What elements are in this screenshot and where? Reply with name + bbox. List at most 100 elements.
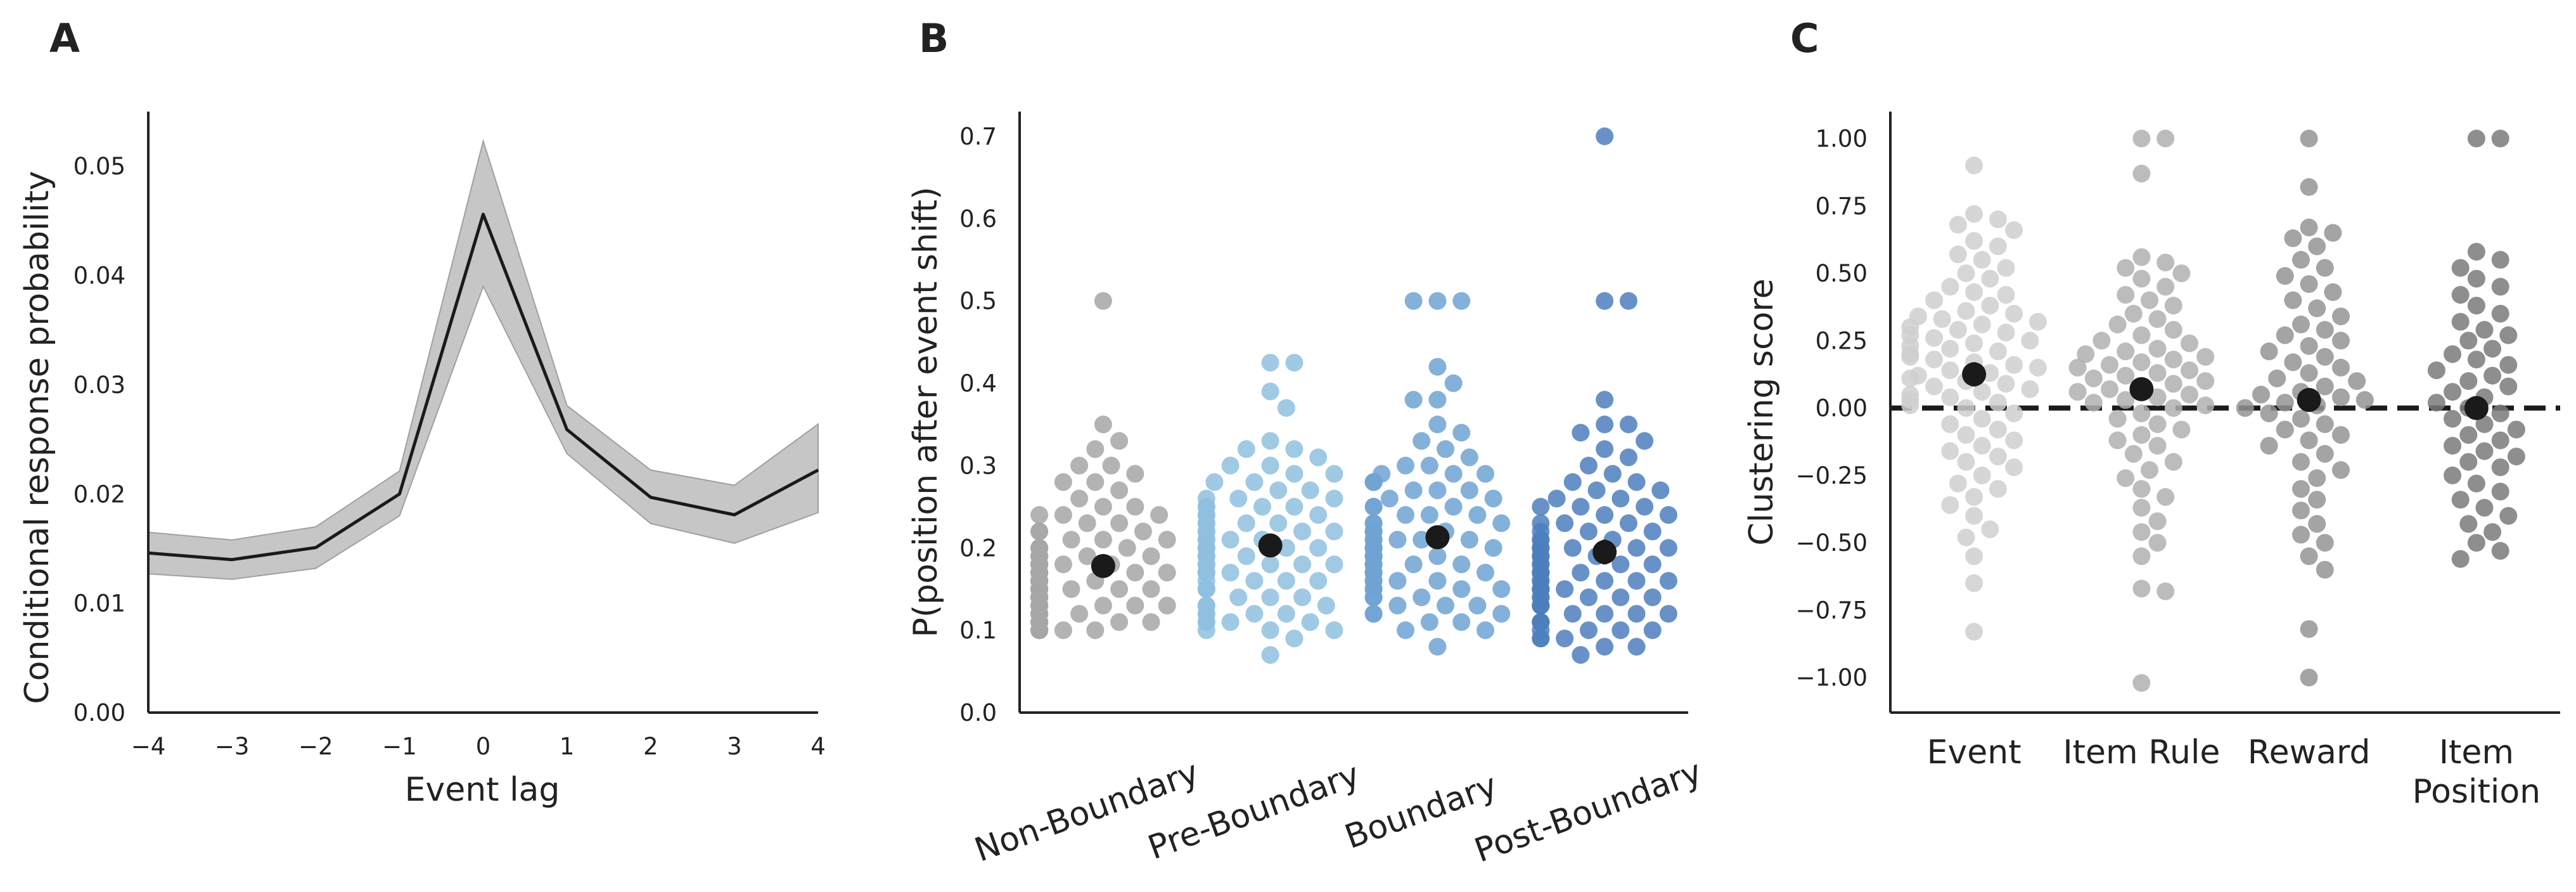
data-point (1619, 415, 1637, 434)
data-point (1596, 506, 1614, 524)
data-point (2132, 269, 2151, 288)
data-point (1237, 514, 1255, 533)
data-point (1452, 555, 1471, 574)
data-point (1404, 292, 1423, 310)
data-point (1158, 531, 1176, 549)
data-point (2276, 267, 2294, 285)
data-point (2316, 560, 2334, 579)
data-point (1596, 440, 1614, 458)
data-point (1579, 456, 1598, 475)
data-point (1989, 448, 2007, 466)
data-point (2196, 347, 2215, 366)
data-point (1070, 605, 1089, 623)
data-point (2499, 356, 2518, 374)
data-point (2300, 431, 2318, 449)
panel-c-letter: C (1790, 15, 1819, 61)
data-point (2117, 469, 2135, 488)
data-point (2483, 366, 2502, 385)
data-point (1277, 399, 1295, 417)
data-point (1468, 506, 1487, 524)
data-point (1110, 481, 1129, 500)
data-point (2467, 129, 2485, 148)
data-point (2276, 394, 2294, 412)
data-point (1901, 347, 1919, 366)
data-point (2148, 340, 2167, 358)
data-point (2483, 340, 2502, 358)
data-point (1437, 597, 1454, 615)
data-point (1428, 638, 1447, 656)
data-point (1965, 574, 1983, 592)
y-tick-label: 0.75 (1816, 193, 1868, 220)
data-point (1086, 621, 1105, 640)
data-point (2348, 372, 2366, 391)
data-point (1477, 621, 1494, 640)
data-point (1659, 506, 1677, 524)
data-point (2260, 342, 2278, 361)
data-point (1957, 528, 1975, 546)
data-point (1619, 292, 1637, 310)
y-tick-label: −0.50 (1796, 529, 1868, 557)
panel-a-y-axis-label: Conditional response probability (18, 171, 56, 704)
data-point (1221, 613, 1240, 631)
data-point (1054, 473, 1072, 491)
data-point (2332, 307, 2350, 326)
data-point (1158, 597, 1176, 615)
data-point (1062, 580, 1080, 598)
data-point (2132, 426, 2151, 444)
data-point (2324, 224, 2342, 242)
data-point (2332, 358, 2350, 377)
data-point (1118, 539, 1136, 557)
data-point (1070, 489, 1089, 508)
data-point (1612, 588, 1630, 607)
y-tick-label: 0.6 (959, 205, 997, 233)
data-point (1150, 506, 1169, 524)
data-point (2451, 286, 2470, 304)
data-point (2499, 377, 2518, 396)
data-point (1317, 597, 1335, 615)
data-point (1237, 440, 1255, 458)
data-point (2164, 321, 2182, 339)
data-point (2124, 444, 2143, 463)
y-tick-label: 0.7 (959, 123, 997, 150)
data-point (2156, 254, 2175, 272)
data-point (1901, 369, 1919, 387)
data-point (2324, 283, 2342, 301)
y-tick-label: 0.4 (959, 370, 997, 398)
data-point (1437, 440, 1454, 458)
category-label: Item Rule (2063, 734, 2220, 772)
data-point (1245, 572, 1264, 590)
data-point (1030, 522, 1049, 541)
data-point (1965, 283, 1983, 301)
data-point (2068, 358, 2087, 377)
data-point (1420, 506, 1439, 524)
data-point (1253, 498, 1271, 516)
panel-c: C −1.00 −0.75 −0.50 −0.25 0.00 0.25 0.50 0.75 1.… (1743, 15, 2560, 811)
data-point (1941, 340, 1959, 358)
data-point (1301, 613, 1319, 631)
data-point (2467, 297, 2485, 315)
data-point (2491, 541, 2509, 560)
data-point (1285, 440, 1304, 458)
data-point (1627, 473, 1646, 491)
data-point (1293, 555, 1311, 574)
data-point (1221, 456, 1240, 475)
confidence-band (148, 138, 819, 580)
data-point (2427, 394, 2445, 412)
data-point (1086, 473, 1105, 491)
data-point (2332, 388, 2350, 406)
data-point (1094, 415, 1112, 434)
data-point (1309, 506, 1328, 524)
data-point (1197, 621, 1215, 640)
data-point (1261, 555, 1279, 574)
data-point (1078, 514, 1096, 533)
data-point (1965, 232, 1983, 250)
data-point (1989, 394, 2007, 412)
data-point (1126, 465, 1144, 483)
data-point (2300, 547, 2318, 566)
y-tick-label: 0.1 (959, 617, 997, 644)
data-point (1965, 205, 1983, 223)
panel-b-letter: B (919, 15, 949, 61)
data-point (2028, 313, 2047, 331)
mean-marker (1091, 553, 1115, 578)
data-point (1444, 498, 1463, 516)
